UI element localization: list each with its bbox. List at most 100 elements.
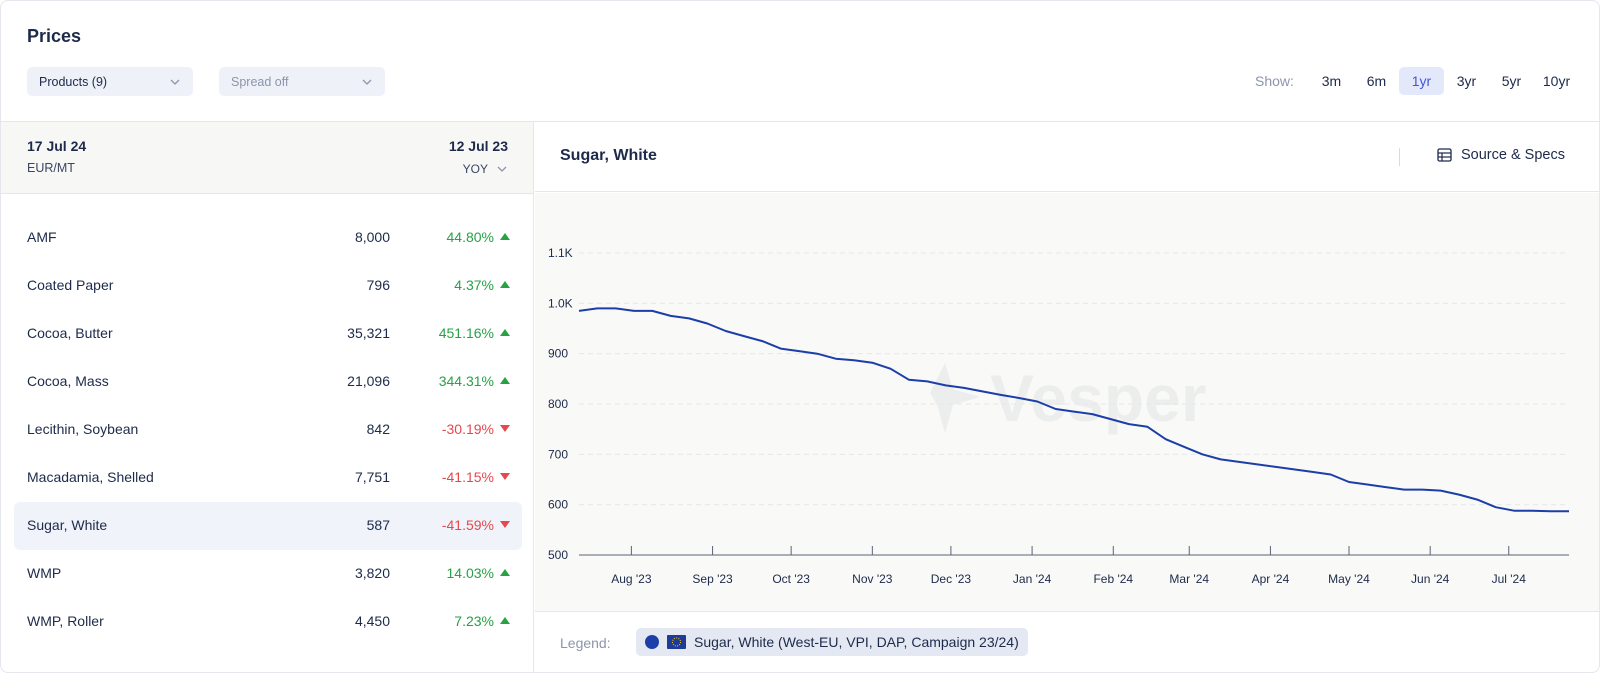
product-name: WMP	[27, 565, 62, 581]
vesper-watermark: Vesper	[930, 361, 1207, 435]
triangle-down-icon	[500, 473, 510, 480]
product-price: 3,820	[354, 565, 390, 581]
price-change: -30.19%	[441, 421, 494, 437]
product-name: Cocoa, Mass	[27, 373, 109, 389]
chart-panel: Sugar, White Source & Specs Vesper	[535, 122, 1600, 672]
series-color-dot	[645, 635, 659, 649]
table-row[interactable]: Macadamia, Shelled 7,751 -41.15%	[14, 454, 522, 502]
products-select[interactable]: Products (9)	[27, 67, 193, 96]
range-button-1yr[interactable]: 1yr	[1399, 67, 1444, 95]
triangle-down-icon	[500, 425, 510, 432]
triangle-up-icon	[500, 377, 510, 384]
price-change: -41.15%	[441, 469, 494, 485]
y-tick-label: 700	[548, 447, 568, 461]
y-tick-label: 600	[548, 498, 568, 512]
table-row[interactable]: WMP 3,820 14.03%	[14, 550, 522, 598]
triangle-up-icon	[500, 329, 510, 336]
product-name: Lecithin, Soybean	[27, 421, 139, 437]
x-tick-label: Aug '23	[611, 572, 652, 586]
x-tick-label: May '24	[1328, 572, 1370, 586]
product-name: Cocoa, Butter	[27, 325, 113, 341]
chart-header: Sugar, White Source & Specs	[535, 122, 1599, 192]
price-rows: AMF 8,000 44.80% Coated Paper 796 4.37% Cocoa,…	[14, 214, 522, 646]
product-price: 796	[366, 277, 390, 293]
x-tick-label: Jul '24	[1492, 572, 1527, 586]
y-tick-label: 900	[548, 347, 568, 361]
price-change: 451.16%	[438, 325, 494, 341]
table-row[interactable]: AMF 8,000 44.80%	[14, 214, 522, 262]
header-separator	[1399, 148, 1400, 166]
chart-title: Sugar, White	[560, 147, 657, 164]
product-price: 8,000	[354, 229, 390, 245]
compare-mode-select[interactable]: YOY	[463, 162, 508, 176]
product-price: 4,450	[354, 613, 390, 629]
y-tick-label: 800	[548, 397, 568, 411]
show-label: Show:	[1255, 73, 1294, 89]
source-specs-label: Source & Specs	[1461, 147, 1565, 163]
range-selector: 3m 6m 1yr 3yr 5yr 10yr	[1309, 67, 1579, 95]
product-name: Sugar, White	[27, 517, 108, 533]
chart-grid	[579, 252, 1569, 556]
table-row[interactable]: Lecithin, Soybean 842 -30.19%	[14, 406, 522, 454]
x-tick-label: Nov '23	[852, 572, 893, 586]
x-tick-label: Jan '24	[1013, 572, 1052, 586]
spread-select[interactable]: Spread off	[219, 67, 385, 96]
range-button-6m[interactable]: 6m	[1366, 73, 1387, 89]
product-name: Coated Paper	[27, 277, 114, 293]
table-icon	[1437, 148, 1452, 162]
watermark-text: Vesper	[990, 361, 1207, 435]
legend-label: Legend:	[560, 635, 611, 651]
product-name: WMP, Roller	[27, 613, 104, 629]
table-row[interactable]: WMP, Roller 4,450 7.23%	[14, 598, 522, 646]
price-change: 344.31%	[438, 373, 494, 389]
table-row[interactable]: Sugar, White 587 -41.59%	[14, 502, 522, 550]
unit-label: EUR/MT	[27, 161, 75, 175]
range-button-3yr[interactable]: 3yr	[1456, 73, 1477, 89]
triangle-up-icon	[500, 569, 510, 576]
y-axis: 500 600 700 800 900 1.0K 1.1K	[548, 246, 573, 562]
x-tick-label: Feb '24	[1093, 572, 1133, 586]
range-button-10yr[interactable]: 10yr	[1542, 73, 1571, 89]
y-tick-label: 1.0K	[548, 296, 573, 310]
chevron-down-icon	[170, 79, 180, 85]
legend-bar: Legend: Sugar, White (West-EU, VPI, DAP,…	[535, 611, 1599, 672]
price-change: 44.80%	[446, 229, 494, 245]
chevron-down-icon	[497, 166, 507, 172]
price-change: -41.59%	[441, 517, 494, 533]
table-row[interactable]: Cocoa, Mass 21,096 344.31%	[14, 358, 522, 406]
chevron-down-icon	[362, 79, 372, 85]
header-divider	[1, 121, 1599, 122]
page-title: Prices	[27, 26, 82, 46]
legend-item[interactable]: Sugar, White (West-EU, VPI, DAP, Campaig…	[636, 628, 1028, 656]
series-line[interactable]	[578, 307, 1569, 513]
x-tick-label: Sep '23	[692, 572, 733, 586]
price-change: 7.23%	[454, 613, 494, 629]
chart-area[interactable]: Vesper 500 600 700 800 900 1.0K 1.1K Aug '23 Se…	[535, 193, 1600, 611]
range-button-3m[interactable]: 3m	[1321, 73, 1342, 89]
spread-select-label: Spread off	[231, 74, 289, 89]
range-button-5yr[interactable]: 5yr	[1501, 73, 1522, 89]
line-chart[interactable]: Vesper 500 600 700 800 900 1.0K 1.1K Aug '23 Se…	[535, 193, 1600, 611]
table-row[interactable]: Coated Paper 796 4.37%	[14, 262, 522, 310]
x-tick-label: Oct '23	[772, 572, 810, 586]
compare-date: 12 Jul 23	[448, 138, 508, 154]
price-table-header: 17 Jul 24 EUR/MT 12 Jul 23 YOY	[1, 122, 533, 194]
x-tick-label: Jun '24	[1411, 572, 1450, 586]
triangle-down-icon	[500, 521, 510, 528]
price-table: 17 Jul 24 EUR/MT 12 Jul 23 YOY AMF 8,000 4…	[1, 122, 534, 672]
table-row[interactable]: Cocoa, Butter 35,321 451.16%	[14, 310, 522, 358]
product-price: 35,321	[347, 325, 390, 341]
current-date: 17 Jul 24	[27, 138, 87, 154]
product-name: Macadamia, Shelled	[27, 469, 154, 485]
y-tick-label: 1.1K	[548, 246, 573, 260]
product-name: AMF	[27, 229, 57, 245]
x-tick-label: Apr '24	[1252, 572, 1290, 586]
price-change: 4.37%	[454, 277, 494, 293]
legend-item-label: Sugar, White (West-EU, VPI, DAP, Campaig…	[694, 634, 1019, 650]
x-tick-label: Mar '24	[1169, 572, 1209, 586]
product-price: 842	[366, 421, 390, 437]
products-select-label: Products (9)	[39, 74, 108, 89]
triangle-up-icon	[500, 233, 510, 240]
x-tick-label: Dec '23	[931, 572, 972, 586]
source-specs-button[interactable]: Source & Specs	[1437, 147, 1565, 163]
